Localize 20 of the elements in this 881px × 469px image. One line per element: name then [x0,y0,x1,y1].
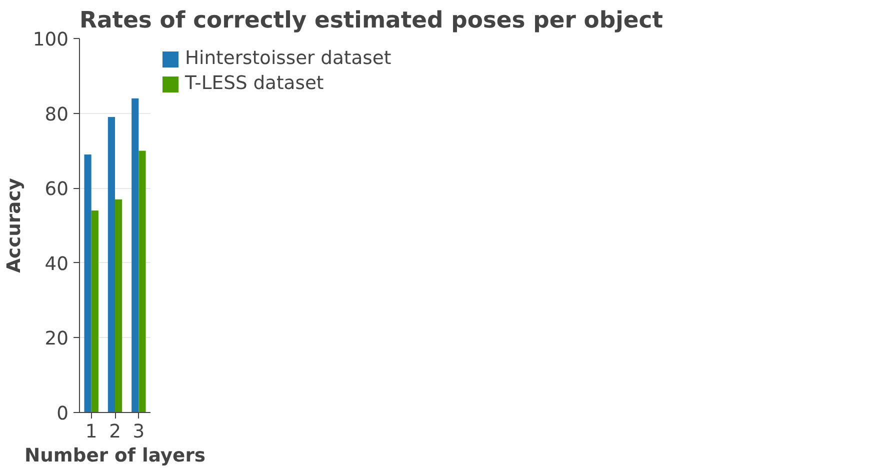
y-tick-label: 100 [32,30,68,50]
bar [108,117,115,412]
bar [84,154,92,412]
bar [115,199,122,412]
legend-label: T-LESS dataset [185,73,324,94]
y-tick-label: 40 [44,254,69,275]
text: Rates of correctly estimated poses per object [80,8,664,34]
bar [91,210,98,412]
y-tick-label: 60 [44,179,69,200]
bar [138,150,146,412]
x-axis-title: Number of layers [24,446,206,466]
x-tick-label: 2 [109,422,121,442]
x-tick-label: 3 [132,422,145,442]
legend-label: Hinterstoisser dataset [185,48,392,69]
y-tick-label: 20 [44,328,69,350]
y-tick-label: 80 [44,104,69,126]
x-tick-label: 1 [85,422,98,442]
bar [132,98,139,412]
y-tick-label: 0 [56,404,69,424]
y-axis-title: Accuracy [4,178,25,273]
